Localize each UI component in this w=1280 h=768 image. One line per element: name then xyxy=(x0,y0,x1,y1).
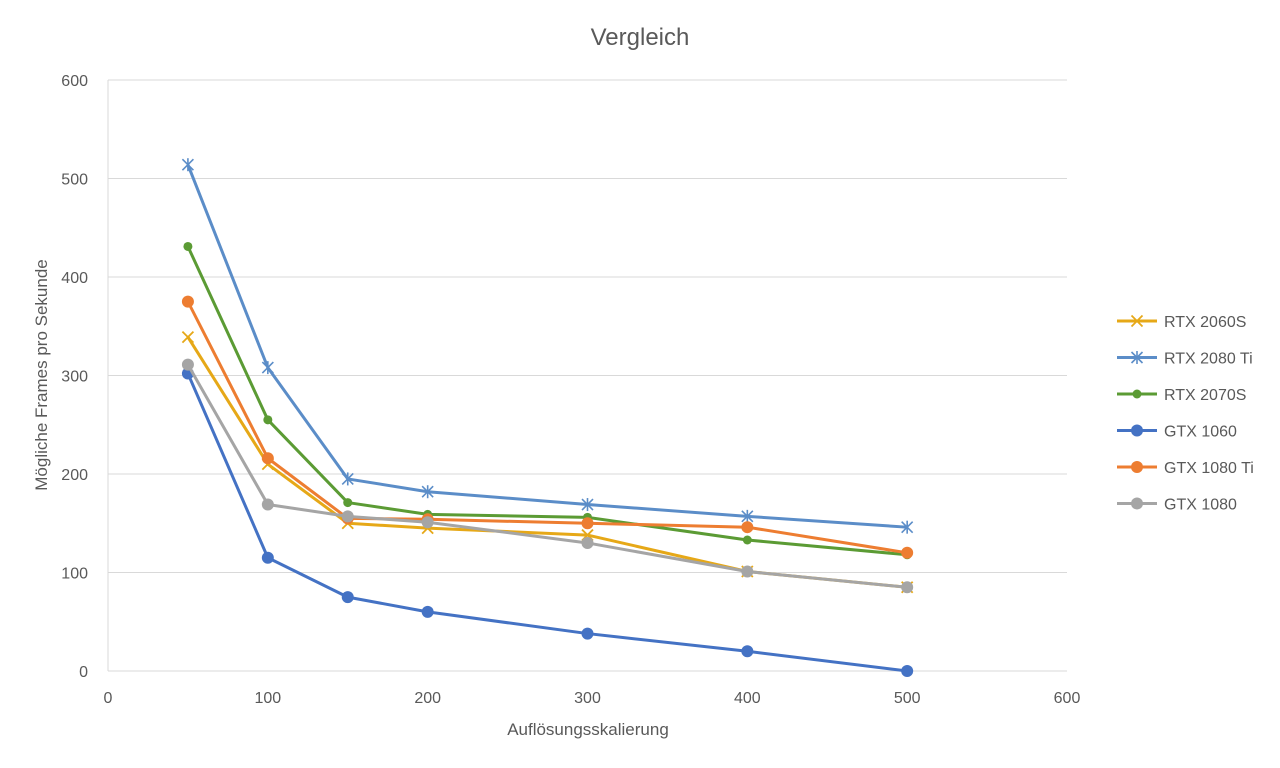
chart-title: Vergleich xyxy=(591,24,690,51)
data-point xyxy=(421,516,434,529)
legend-marker xyxy=(1130,351,1144,364)
data-point xyxy=(261,452,274,465)
axes: 0 100 200 300 400 500 600 0 100 200 300 400 500 600 xyxy=(61,73,1080,707)
data-point xyxy=(261,361,274,375)
data-point xyxy=(181,158,194,172)
data-point xyxy=(261,498,274,511)
legend-item: RTX 2060S xyxy=(1117,314,1246,331)
x-tick-label: 400 xyxy=(734,690,761,707)
data-point xyxy=(181,358,194,371)
data-point xyxy=(263,415,273,425)
data-point xyxy=(901,581,914,594)
data-point xyxy=(181,295,194,308)
data-point xyxy=(581,498,594,512)
data-point xyxy=(341,510,354,523)
data-point xyxy=(901,546,914,559)
gridlines xyxy=(108,79,1067,672)
y-axis-label: Mögliche Frames pro Sekunde xyxy=(32,259,51,491)
legend-label: GTX 1080 xyxy=(1164,497,1237,514)
legend-label: RTX 2070S xyxy=(1164,387,1246,404)
y-tick-label: 400 xyxy=(61,270,88,287)
data-point xyxy=(341,591,354,604)
series-layer xyxy=(181,158,914,677)
x-tick-label: 0 xyxy=(104,690,113,707)
y-tick-label: 200 xyxy=(61,467,88,484)
data-point xyxy=(741,565,754,578)
legend-item: GTX 1060 xyxy=(1117,424,1237,441)
data-point xyxy=(343,498,353,508)
data-point xyxy=(581,517,594,530)
series-gtx-1080 xyxy=(181,358,914,594)
data-point xyxy=(421,485,434,499)
x-tick-label: 300 xyxy=(574,690,601,707)
data-point xyxy=(341,472,354,486)
data-point xyxy=(421,605,434,618)
legend-marker xyxy=(1131,497,1143,510)
legend-label: GTX 1060 xyxy=(1164,424,1237,441)
y-tick-label: 600 xyxy=(61,73,88,90)
legend-marker xyxy=(1131,424,1143,437)
x-tick-label: 200 xyxy=(414,690,441,707)
data-point xyxy=(741,509,754,523)
legend-label: GTX 1080 Ti xyxy=(1164,460,1254,477)
y-tick-label: 300 xyxy=(61,369,88,386)
series-rtx-2060s xyxy=(181,330,914,594)
series-line xyxy=(186,164,908,529)
legend-label: RTX 2060S xyxy=(1164,314,1246,331)
series-line xyxy=(186,363,908,589)
legend-marker xyxy=(1130,314,1144,328)
data-point xyxy=(742,535,752,545)
legend-item: RTX 2070S xyxy=(1117,387,1246,404)
data-point xyxy=(581,536,594,549)
data-point xyxy=(741,521,754,534)
series-rtx-2080-ti xyxy=(181,158,914,534)
data-point xyxy=(581,627,594,640)
legend: RTX 2060S RTX 2080 Ti RTX 2070S GTX 1060 GTX… xyxy=(1117,314,1254,514)
legend-marker xyxy=(1132,389,1142,399)
legend-label: RTX 2080 Ti xyxy=(1164,351,1253,368)
data-point xyxy=(741,645,754,658)
data-point xyxy=(901,665,914,677)
data-point xyxy=(901,520,914,534)
data-point xyxy=(181,330,195,344)
x-tick-label: 100 xyxy=(254,690,281,707)
y-tick-label: 500 xyxy=(61,172,88,189)
x-axis-label: Auflösungsskalierung xyxy=(507,720,669,739)
data-point xyxy=(183,241,193,251)
y-tick-label: 100 xyxy=(61,566,88,583)
series-gtx-1060 xyxy=(181,367,914,677)
legend-item: RTX 2080 Ti xyxy=(1117,351,1253,368)
y-tick-label: 0 xyxy=(79,664,88,681)
data-point xyxy=(261,551,274,564)
x-tick-label: 600 xyxy=(1054,690,1081,707)
legend-item: GTX 1080 xyxy=(1117,497,1237,514)
series-line xyxy=(186,336,908,589)
legend-marker xyxy=(1131,461,1143,473)
x-tick-label: 500 xyxy=(894,690,921,707)
legend-item: GTX 1080 Ti xyxy=(1117,460,1254,477)
